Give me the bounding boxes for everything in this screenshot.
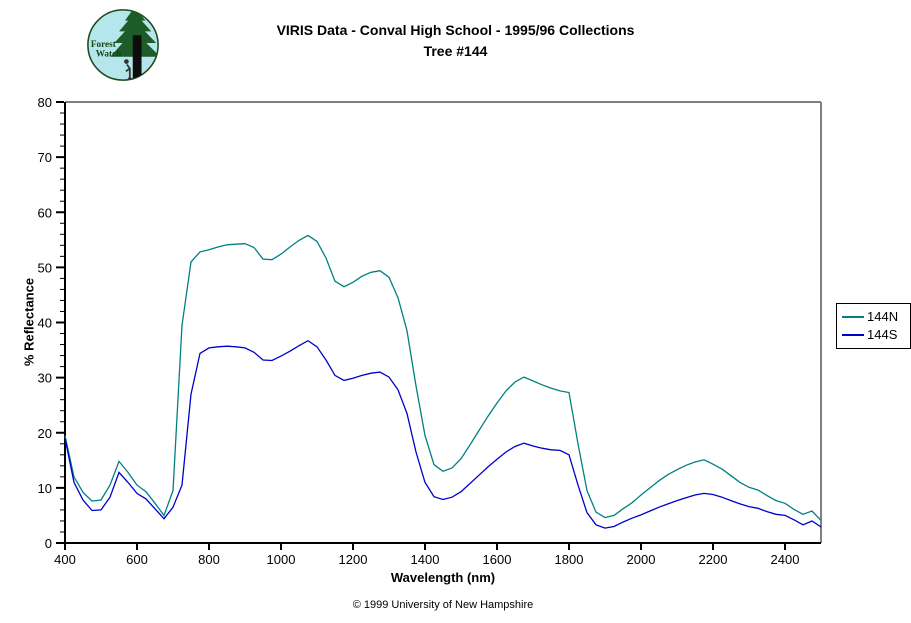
forest-watch-logo-image: Forest Watch bbox=[87, 9, 159, 81]
copyright-text: © 1999 University of New Hampshire bbox=[352, 599, 534, 611]
legend-item-144n: 144N bbox=[842, 308, 908, 326]
legend-label-144s: 144S bbox=[867, 327, 898, 342]
x-tick-label: 1600 bbox=[483, 552, 512, 567]
y-axis-title: % Reflectance bbox=[21, 277, 37, 367]
logo-text-line2: Watch bbox=[96, 50, 122, 60]
x-tick-label: 800 bbox=[198, 552, 220, 567]
x-tick-label: 1800 bbox=[555, 552, 584, 567]
legend-line-swatch-144n bbox=[842, 316, 864, 318]
y-tick-label: 60 bbox=[38, 205, 52, 220]
x-tick-label: 400 bbox=[54, 552, 76, 567]
y-tick-label: 50 bbox=[38, 260, 52, 275]
tree-trunk bbox=[132, 35, 142, 81]
legend-label-144n: 144N bbox=[867, 309, 899, 324]
y-tick-label: 80 bbox=[38, 95, 52, 110]
x-tick-label: 1000 bbox=[267, 552, 296, 567]
chart-subtitle: Tree #144 bbox=[423, 43, 488, 59]
logo-text-line1: Forest bbox=[91, 40, 117, 50]
x-tick-label: 2200 bbox=[699, 552, 728, 567]
x-tick-label: 2000 bbox=[627, 552, 656, 567]
y-tick-label: 30 bbox=[38, 371, 52, 386]
y-tick-label: 0 bbox=[45, 536, 52, 551]
y-tick-label: 10 bbox=[38, 481, 52, 496]
y-tick-label: 40 bbox=[38, 316, 52, 331]
x-tick-label: 600 bbox=[126, 552, 148, 567]
x-tick-label: 1400 bbox=[411, 552, 440, 567]
x-axis-title: Wavelength (nm) bbox=[390, 570, 496, 585]
series-line-144s bbox=[64, 339, 822, 529]
y-tick-label: 20 bbox=[38, 426, 52, 441]
legend-line-swatch-144s bbox=[842, 334, 864, 336]
x-tick-label: 2400 bbox=[771, 552, 800, 567]
legend-item-144s: 144S bbox=[842, 326, 908, 344]
y-tick-label: 70 bbox=[38, 150, 52, 165]
chart-title: VIRIS Data - Conval High School - 1995/9… bbox=[276, 22, 635, 38]
legend: 144N 144S bbox=[836, 303, 911, 349]
climber-icon bbox=[124, 59, 134, 81]
series-line-144n bbox=[64, 234, 822, 521]
forest-watch-logo: Forest Watch bbox=[84, 6, 162, 84]
x-tick-label: 1200 bbox=[339, 552, 368, 567]
